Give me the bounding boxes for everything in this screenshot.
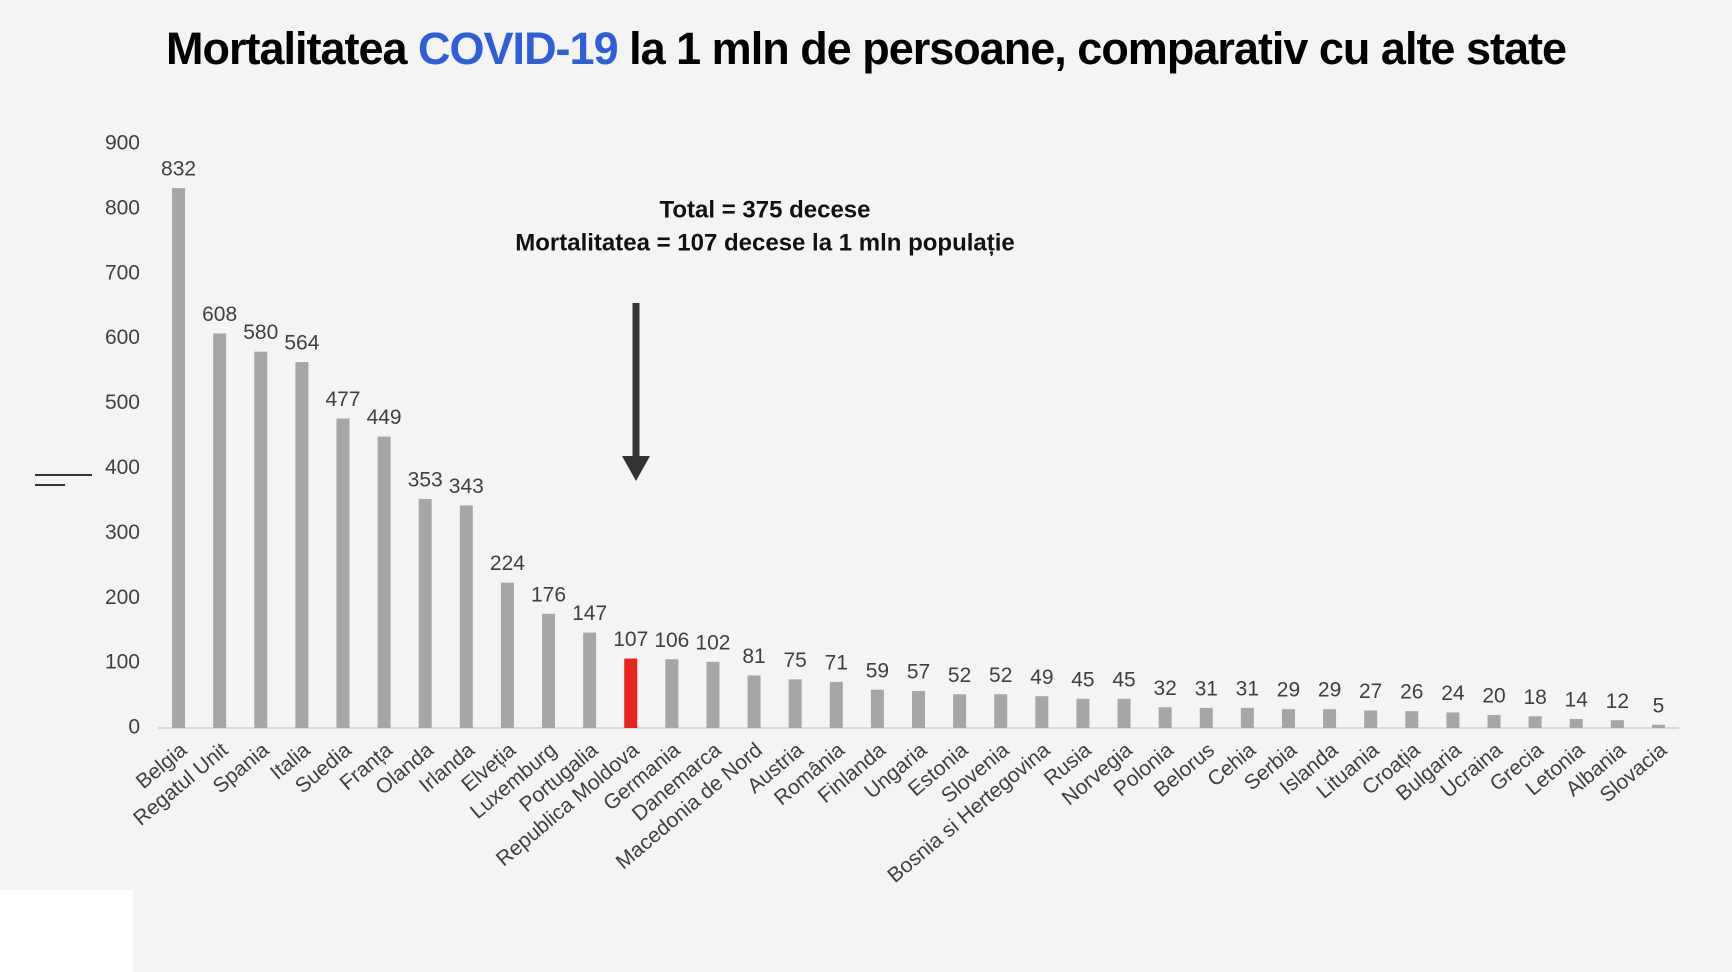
bar (994, 694, 1008, 728)
value-label: 14 (1565, 688, 1589, 711)
value-label: 449 (367, 406, 402, 429)
y-tick-label: 500 (105, 391, 140, 414)
y-tick-label: 900 (105, 132, 140, 155)
value-label: 5 (1653, 694, 1665, 717)
value-label: 27 (1359, 680, 1382, 703)
value-label: 608 (202, 303, 237, 326)
value-label: 580 (243, 321, 278, 344)
corner-box (0, 890, 133, 972)
bar (665, 659, 679, 728)
value-label: 59 (866, 659, 889, 682)
value-label: 12 (1606, 690, 1629, 713)
bar (912, 691, 925, 728)
bar (1035, 696, 1049, 728)
bar (500, 582, 514, 728)
value-label: 57 (907, 661, 930, 684)
bar (1199, 707, 1213, 728)
value-label: 81 (742, 645, 765, 668)
arrow-head (622, 456, 650, 481)
value-label: 31 (1236, 677, 1259, 700)
y-tick-label: 400 (105, 456, 140, 479)
bar (1405, 711, 1419, 728)
bar (1076, 698, 1090, 728)
bar (788, 679, 802, 728)
value-label: 20 (1482, 685, 1505, 708)
value-label: 176 (531, 583, 566, 606)
bar (1158, 707, 1172, 728)
y-tick-label: 200 (105, 586, 140, 609)
bar (213, 333, 227, 728)
value-label: 18 (1523, 686, 1546, 709)
title-part: COVID-19 (418, 23, 618, 74)
value-label: 224 (490, 552, 525, 575)
bar (1117, 698, 1131, 728)
value-label: 343 (449, 475, 484, 498)
bar (624, 658, 638, 728)
title-part: la 1 mln de persoane, comparativ cu alte… (629, 23, 1566, 74)
value-label: 832 (161, 158, 196, 181)
value-label: 353 (408, 468, 443, 491)
value-label: 29 (1318, 679, 1341, 702)
value-label: 45 (1071, 668, 1094, 691)
value-label: 102 (695, 631, 730, 654)
bar (829, 681, 843, 728)
bar (459, 505, 473, 728)
bar (254, 351, 268, 728)
bar (336, 418, 350, 728)
bar (1569, 718, 1583, 728)
y-tick-label: 300 (105, 521, 140, 544)
value-label: 49 (1030, 666, 1053, 689)
bar (1240, 707, 1254, 728)
value-label: 106 (654, 629, 689, 652)
bar (1651, 724, 1665, 728)
value-label: 107 (613, 628, 648, 651)
chart-title: Mortalitatea COVID-19 la 1 mln de persoa… (166, 23, 1566, 74)
value-label: 477 (325, 388, 360, 411)
bar (418, 498, 432, 728)
annotation: Mortalitatea = 107 decese la 1 mln popul… (515, 229, 1015, 256)
bar (953, 694, 967, 728)
bar (1323, 709, 1337, 728)
value-label: 26 (1400, 681, 1423, 704)
bar (1364, 710, 1378, 728)
y-tick-label: 0 (128, 716, 140, 739)
bar (870, 689, 884, 728)
bar (542, 613, 556, 728)
bar (1610, 720, 1624, 728)
bar (172, 188, 186, 728)
value-label: 564 (284, 332, 319, 355)
bar (1446, 712, 1460, 728)
y-tick-label: 100 (105, 651, 140, 674)
value-label: 75 (783, 649, 806, 672)
bar (583, 632, 597, 728)
value-label: 45 (1112, 668, 1135, 691)
value-label: 52 (989, 664, 1012, 687)
bar (295, 362, 309, 728)
value-label: 31 (1195, 677, 1218, 700)
y-tick-label: 700 (105, 261, 140, 284)
value-label: 147 (572, 602, 607, 625)
value-label: 52 (948, 664, 971, 687)
bar (1281, 709, 1295, 728)
value-label: 24 (1441, 682, 1465, 705)
value-label: 29 (1277, 679, 1300, 702)
annotation: Total = 375 decese (659, 196, 870, 223)
title-part: Mortalitatea (166, 23, 409, 74)
bar (377, 436, 391, 728)
y-tick-label: 800 (105, 196, 140, 219)
bar (1528, 716, 1542, 728)
y-tick-label: 600 (105, 326, 140, 349)
value-label: 71 (825, 651, 848, 674)
bar (1487, 715, 1501, 728)
bar (706, 661, 720, 728)
value-label: 32 (1153, 677, 1176, 700)
bar (747, 675, 761, 728)
